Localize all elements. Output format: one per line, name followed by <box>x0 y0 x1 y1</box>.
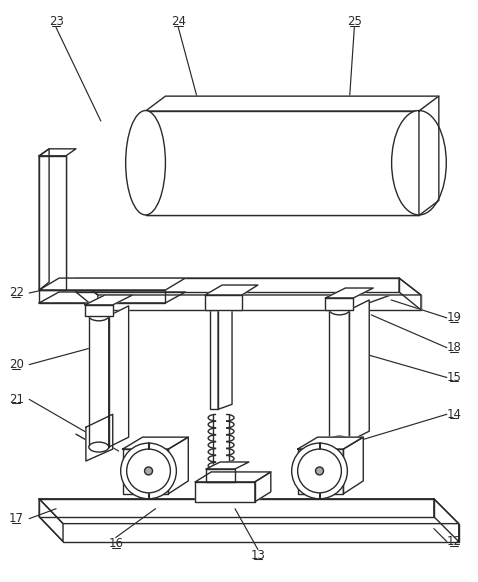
Polygon shape <box>255 472 271 502</box>
Polygon shape <box>39 149 49 290</box>
Text: 24: 24 <box>171 15 186 28</box>
Polygon shape <box>326 288 373 298</box>
Circle shape <box>120 443 176 499</box>
Ellipse shape <box>89 311 109 321</box>
Polygon shape <box>76 278 421 295</box>
Polygon shape <box>218 305 232 409</box>
Polygon shape <box>168 437 188 494</box>
Text: 18: 18 <box>446 341 461 354</box>
Text: 20: 20 <box>9 358 24 371</box>
Polygon shape <box>85 295 132 305</box>
Ellipse shape <box>329 305 349 315</box>
Polygon shape <box>39 499 459 524</box>
Text: 12: 12 <box>446 535 461 548</box>
Polygon shape <box>195 472 271 482</box>
Polygon shape <box>343 437 363 494</box>
Polygon shape <box>76 278 399 292</box>
Circle shape <box>144 467 152 475</box>
Polygon shape <box>326 298 353 310</box>
Polygon shape <box>123 437 188 449</box>
Polygon shape <box>39 499 63 541</box>
Polygon shape <box>39 156 66 290</box>
Ellipse shape <box>329 436 349 446</box>
Polygon shape <box>86 414 113 461</box>
Text: 21: 21 <box>9 393 24 406</box>
Polygon shape <box>349 300 369 441</box>
Text: 23: 23 <box>49 15 64 28</box>
Polygon shape <box>109 306 129 447</box>
Text: 13: 13 <box>250 549 265 562</box>
Ellipse shape <box>391 111 446 215</box>
Polygon shape <box>145 111 419 215</box>
Text: 17: 17 <box>9 512 24 525</box>
Polygon shape <box>39 149 76 156</box>
Polygon shape <box>419 96 439 215</box>
Polygon shape <box>329 310 349 441</box>
Polygon shape <box>205 285 258 295</box>
Polygon shape <box>205 295 242 310</box>
Text: 19: 19 <box>446 311 461 324</box>
Ellipse shape <box>89 442 109 452</box>
Polygon shape <box>39 499 434 517</box>
Text: 16: 16 <box>108 537 123 550</box>
Polygon shape <box>39 290 165 303</box>
Ellipse shape <box>126 111 165 215</box>
Polygon shape <box>85 305 113 316</box>
Polygon shape <box>89 316 109 447</box>
Text: 15: 15 <box>446 371 461 384</box>
Text: 14: 14 <box>446 408 461 421</box>
Polygon shape <box>298 449 343 494</box>
Polygon shape <box>195 482 255 502</box>
Polygon shape <box>39 292 185 303</box>
Text: 22: 22 <box>9 286 24 300</box>
Polygon shape <box>298 437 363 449</box>
Text: 25: 25 <box>347 15 362 28</box>
Circle shape <box>292 443 348 499</box>
Polygon shape <box>210 310 218 409</box>
Polygon shape <box>76 278 98 310</box>
Circle shape <box>127 449 170 493</box>
Polygon shape <box>39 278 185 290</box>
Circle shape <box>298 449 341 493</box>
Polygon shape <box>434 499 459 541</box>
Polygon shape <box>145 96 439 111</box>
Circle shape <box>315 467 324 475</box>
Polygon shape <box>206 469 235 482</box>
Polygon shape <box>206 462 249 469</box>
Polygon shape <box>399 278 421 310</box>
Polygon shape <box>123 449 168 494</box>
